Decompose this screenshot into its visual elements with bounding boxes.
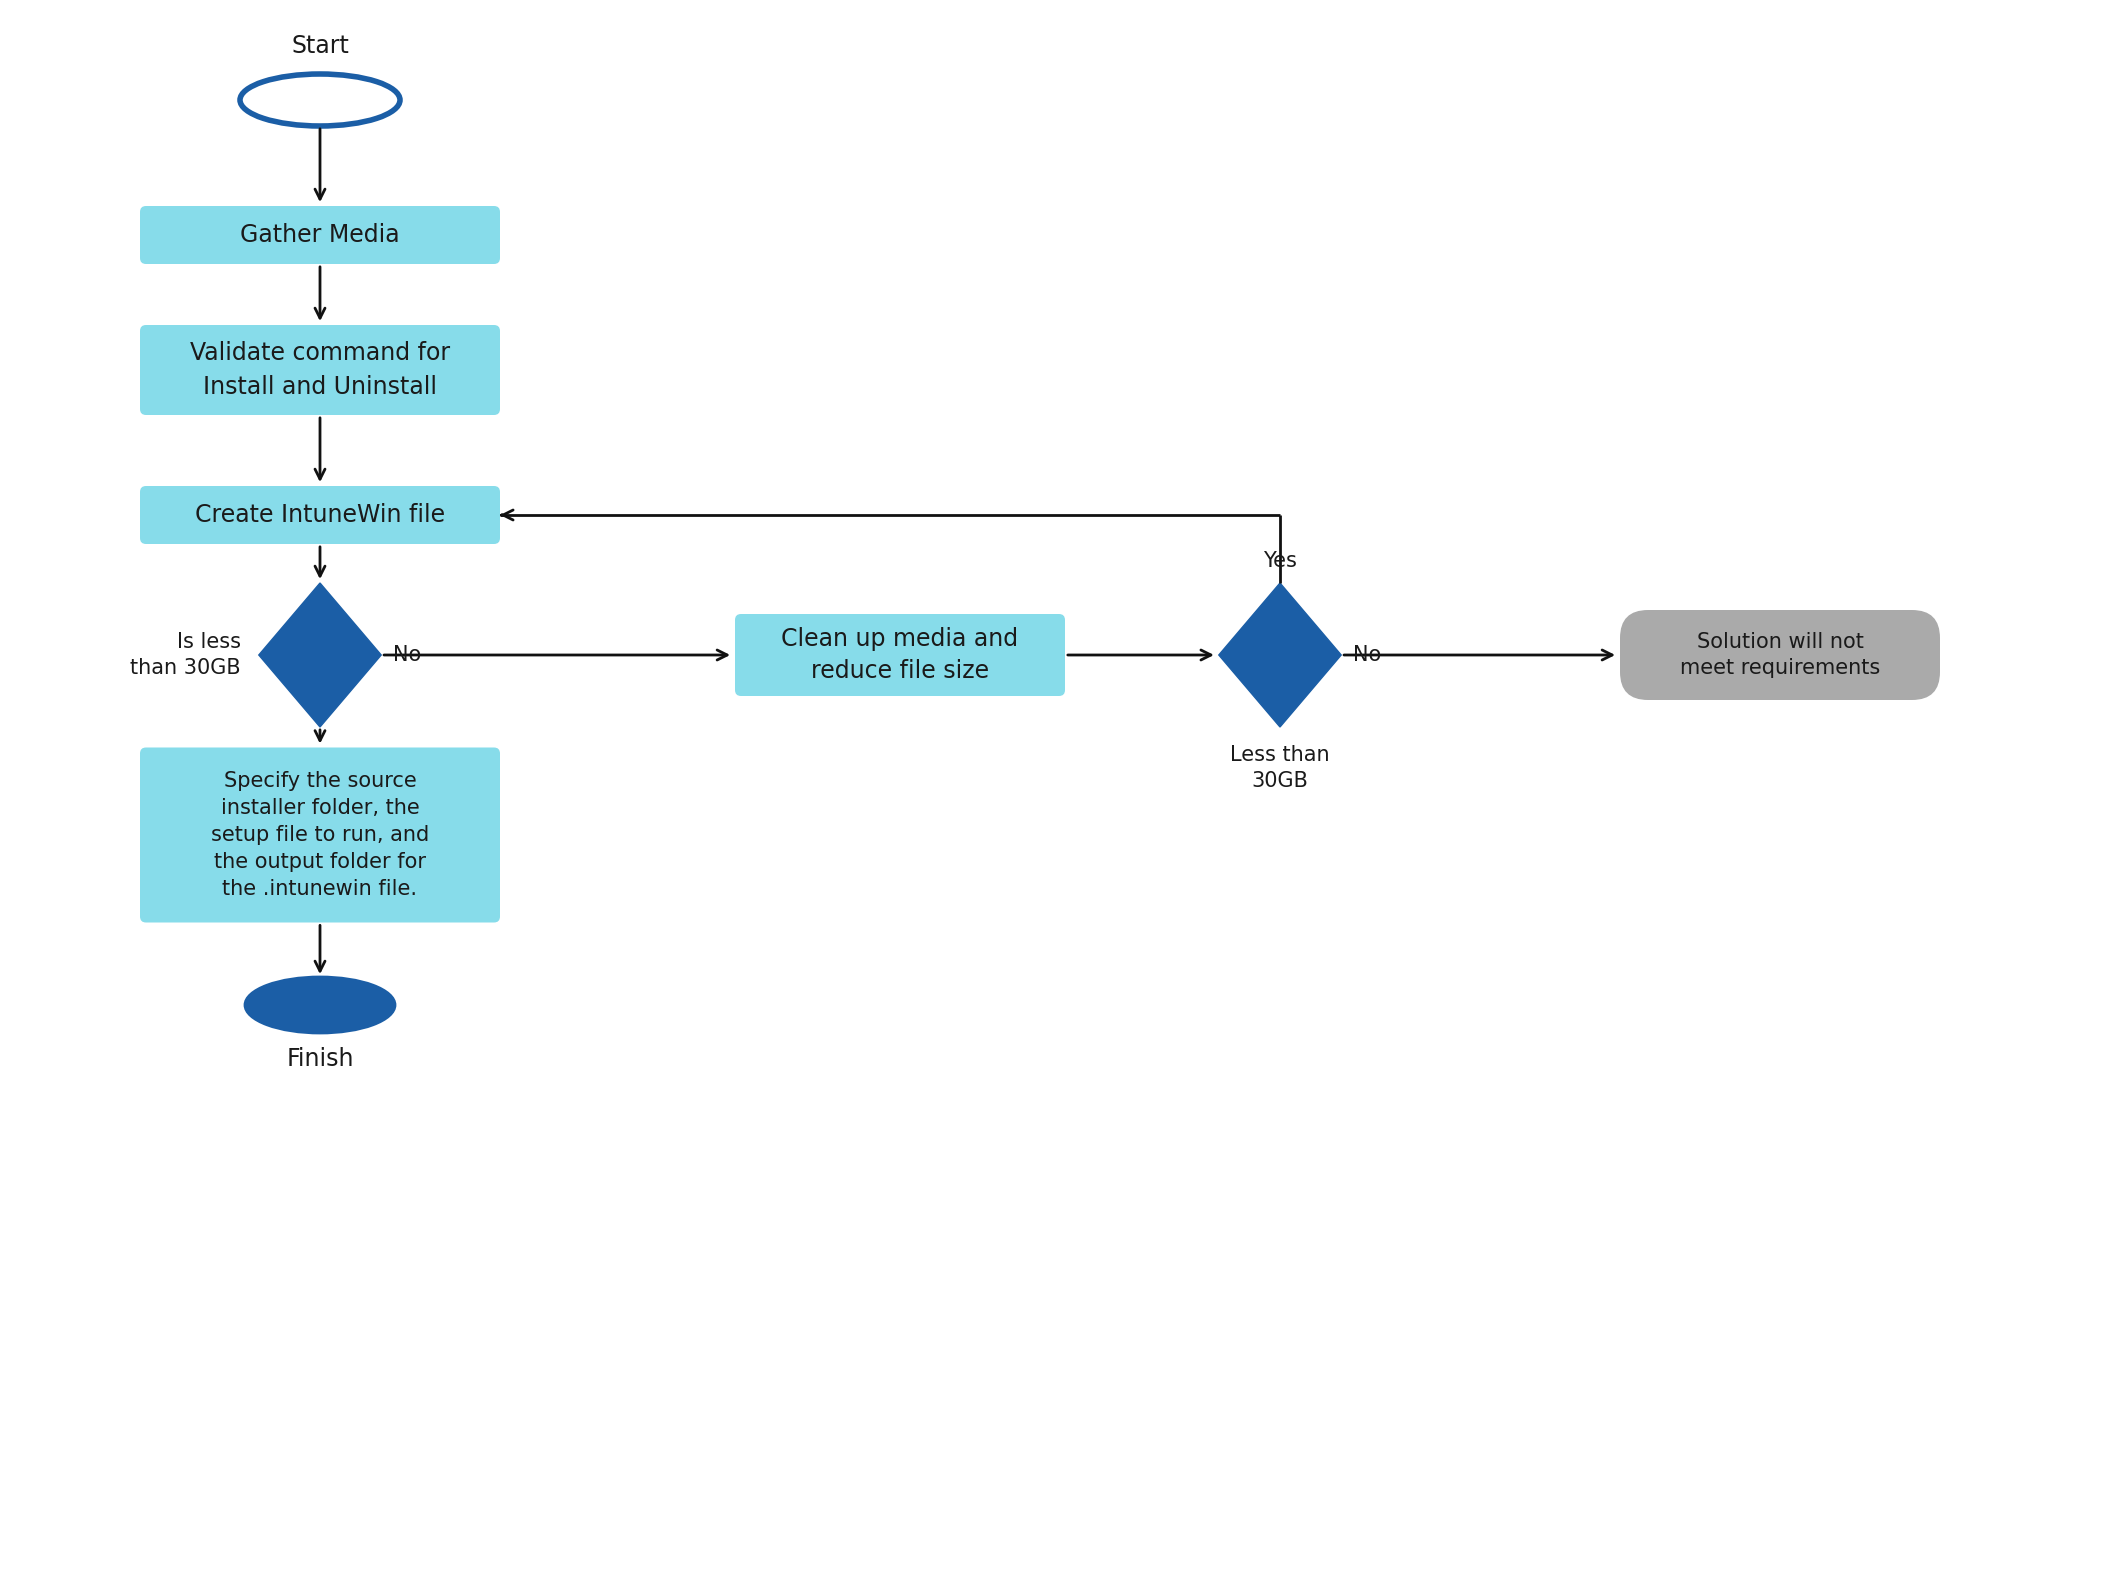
Text: Specify the source
installer folder, the
setup file to run, and
the output folde: Specify the source installer folder, the… (210, 771, 429, 900)
FancyBboxPatch shape (1619, 611, 1940, 700)
Text: No: No (1354, 646, 1381, 665)
Ellipse shape (244, 976, 395, 1034)
Polygon shape (1220, 584, 1341, 727)
FancyBboxPatch shape (140, 207, 499, 264)
Text: No: No (393, 646, 421, 665)
Text: Finish: Finish (287, 1046, 353, 1072)
Text: Less than
30GB: Less than 30GB (1230, 746, 1330, 792)
Text: Yes: Yes (1262, 552, 1296, 571)
Text: Create IntuneWin file: Create IntuneWin file (196, 502, 444, 526)
FancyBboxPatch shape (140, 324, 499, 415)
Text: Clean up media and
reduce file size: Clean up media and reduce file size (782, 626, 1018, 682)
Text: Start: Start (291, 33, 348, 57)
FancyBboxPatch shape (140, 747, 499, 922)
Text: Gather Media: Gather Media (240, 223, 400, 246)
Text: Solution will not
meet requirements: Solution will not meet requirements (1681, 631, 1881, 679)
Polygon shape (259, 584, 380, 727)
FancyBboxPatch shape (735, 614, 1065, 696)
FancyBboxPatch shape (140, 487, 499, 544)
Text: Is less
than 30GB: Is less than 30GB (130, 631, 240, 679)
Text: Validate command for
Install and Uninstall: Validate command for Install and Uninsta… (189, 342, 450, 399)
Ellipse shape (240, 75, 400, 126)
